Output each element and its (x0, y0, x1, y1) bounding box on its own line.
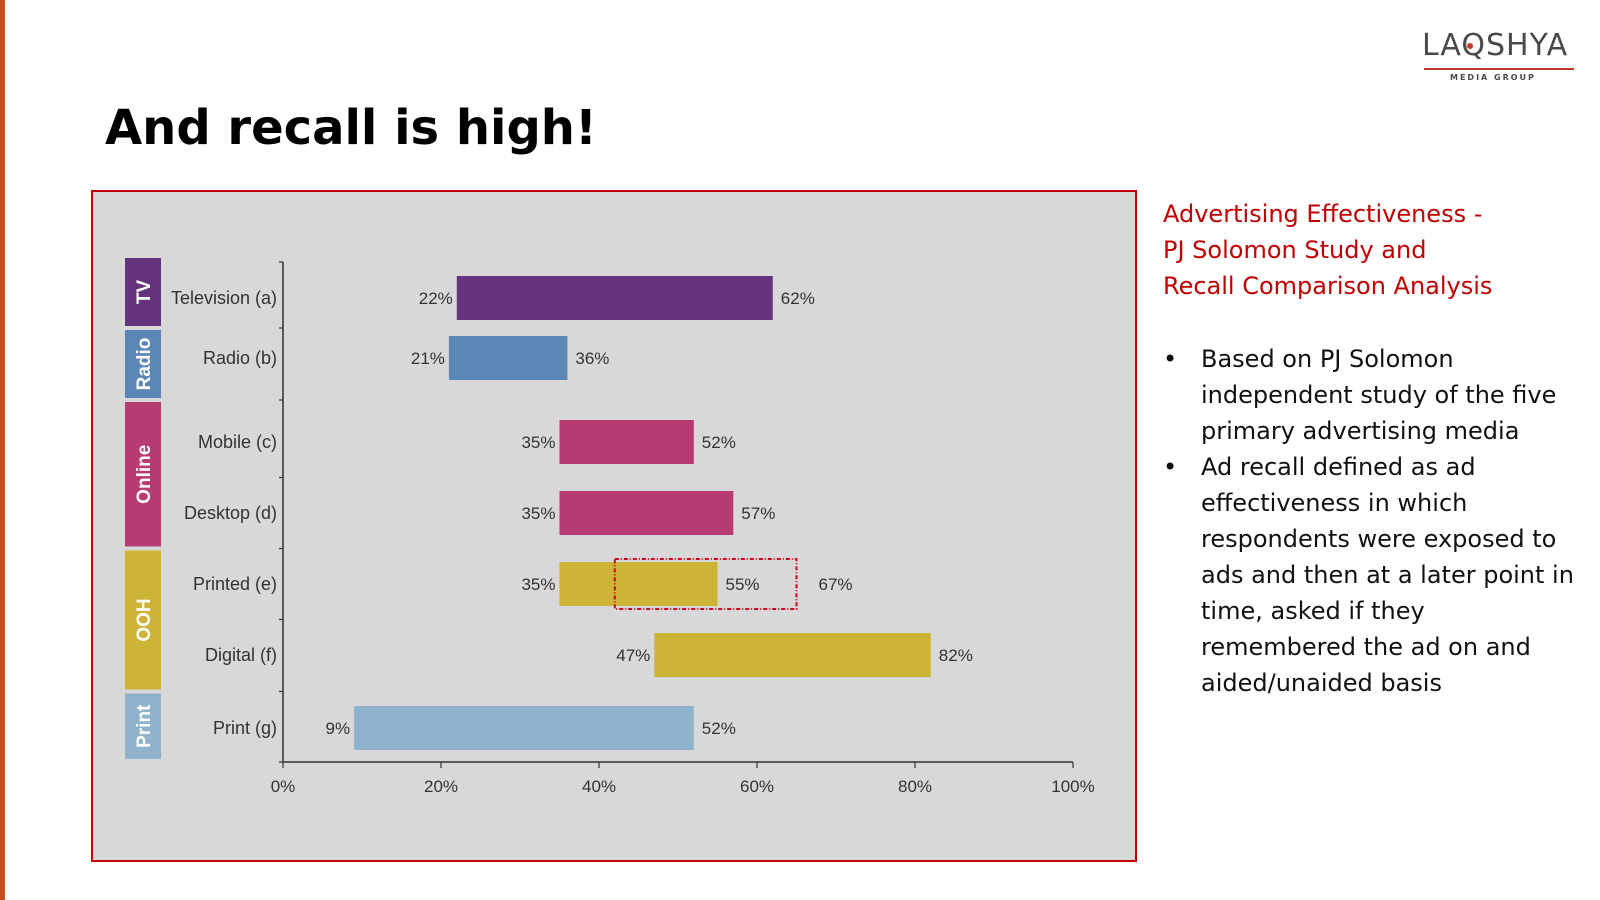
group-band-label: Print (134, 704, 155, 748)
group-band (125, 550, 161, 690)
side-title: Advertising Effectiveness - PJ Solomon S… (1163, 196, 1583, 304)
range-bar (654, 633, 931, 677)
low-value-label: 35% (521, 504, 555, 523)
left-accent-rule (0, 0, 5, 900)
high-value-label: 52% (702, 433, 736, 452)
side-title-line: PJ Solomon Study and (1163, 236, 1427, 264)
high-value-label: 82% (939, 646, 973, 665)
logo-subtitle: MEDIA GROUP (1450, 73, 1536, 82)
category-label: Printed (e) (193, 574, 277, 594)
x-tick-label: 40% (582, 777, 616, 796)
category-label: Digital (f) (205, 645, 277, 665)
range-bar (559, 420, 694, 464)
x-tick-label: 20% (424, 777, 458, 796)
bullet-list: Based on PJ Solomon independent study of… (1163, 341, 1583, 701)
x-tick-label: 60% (740, 777, 774, 796)
group-band-label: TV (134, 280, 155, 305)
side-title-line: Advertising Effectiveness - (1163, 200, 1483, 228)
bullet-item: Ad recall defined as ad effectiveness in… (1163, 449, 1583, 701)
group-band (125, 258, 161, 326)
group-band-label: Radio (134, 338, 155, 391)
slide-title: And recall is high! (105, 100, 597, 156)
x-tick-label: 0% (271, 777, 296, 796)
range-bar (559, 562, 718, 606)
range-bar (456, 276, 773, 320)
x-tick-label: 80% (898, 777, 932, 796)
high-value-label: 62% (781, 289, 815, 308)
low-value-label: 47% (616, 646, 650, 665)
side-title-line: Recall Comparison Analysis (1163, 272, 1493, 300)
x-tick-label: 100% (1051, 777, 1094, 796)
group-band-label: OOH (134, 598, 155, 641)
group-band (125, 330, 161, 398)
highlight-box (613, 558, 798, 610)
low-value-label: 21% (411, 349, 445, 368)
bullet-item: Based on PJ Solomon independent study of… (1163, 341, 1583, 449)
laqshya-logo: LAQSHYA MEDIA GROUP (1422, 28, 1582, 88)
category-label: Mobile (c) (198, 432, 277, 452)
logo-accent-dot (1467, 43, 1473, 49)
recall-range-chart: 0% 20% 40% 60% 80% 100% TV Radio Online OOH Print T… (125, 258, 1095, 796)
high-value-label: 55% (726, 575, 760, 594)
high-value-label: 52% (702, 719, 736, 738)
high-value-label: 36% (575, 349, 609, 368)
low-value-label: 35% (521, 433, 555, 452)
group-band-label: Online (134, 445, 155, 504)
low-value-label: 22% (419, 289, 453, 308)
low-value-label: 9% (326, 719, 351, 738)
low-value-label: 35% (521, 575, 555, 594)
range-bar (354, 706, 694, 750)
category-label: Television (a) (171, 288, 277, 308)
logo-underline (1424, 68, 1574, 70)
category-label: Print (g) (213, 718, 277, 738)
range-bar (559, 491, 734, 535)
logo-word: LAQSHYA (1422, 28, 1569, 63)
category-label: Radio (b) (203, 348, 277, 368)
group-band (125, 693, 161, 759)
highlight-value-label: 67% (819, 575, 853, 594)
range-bar (448, 336, 568, 380)
high-value-label: 57% (741, 504, 775, 523)
chart-frame: 0% 20% 40% 60% 80% 100% TV Radio Online OOH Print T… (91, 190, 1137, 862)
group-band (125, 402, 161, 547)
category-label: Desktop (d) (184, 503, 277, 523)
